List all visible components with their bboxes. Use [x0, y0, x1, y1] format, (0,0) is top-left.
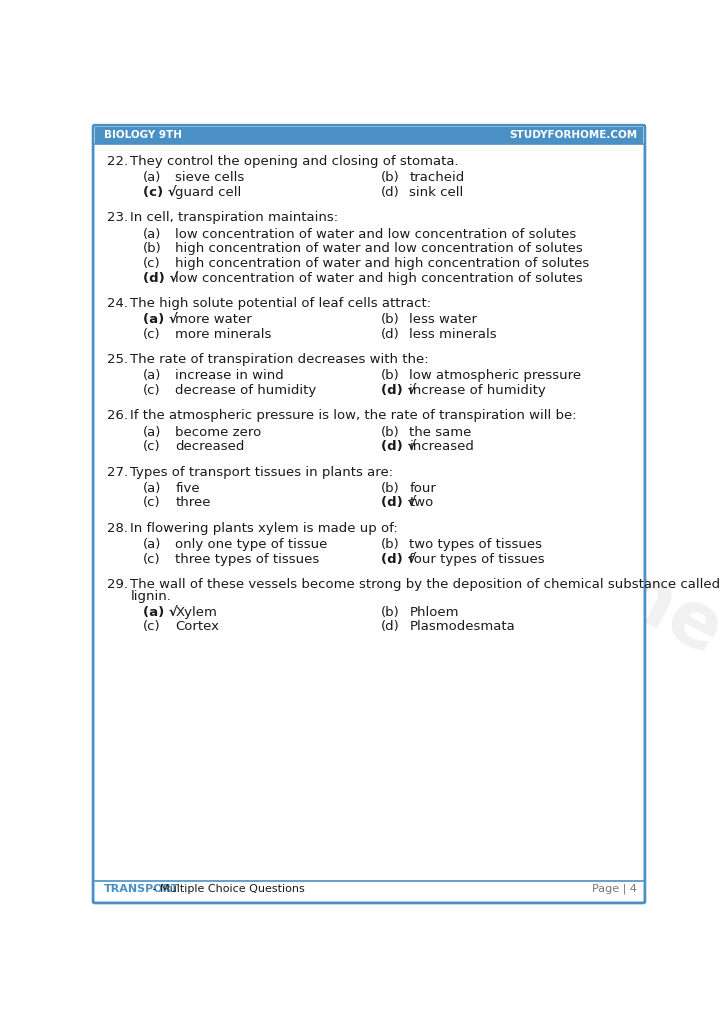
Text: 26.: 26.: [107, 409, 128, 422]
Text: BIOLOGY 9TH: BIOLOGY 9TH: [104, 130, 182, 140]
Text: (a) √: (a) √: [143, 314, 177, 326]
Text: STUDYFORHOME.COM: STUDYFORHOME.COM: [509, 130, 637, 140]
Text: Phloem: Phloem: [409, 606, 459, 619]
Text: less minerals: less minerals: [409, 328, 497, 341]
Text: 25.: 25.: [107, 353, 128, 366]
Text: guard cell: guard cell: [175, 186, 241, 200]
Text: decreased: decreased: [175, 440, 245, 453]
Text: Types of transport tissues in plants are:: Types of transport tissues in plants are…: [130, 465, 393, 478]
Text: (c): (c): [143, 384, 161, 397]
Text: 22.: 22.: [107, 156, 128, 168]
Text: (c): (c): [143, 497, 161, 509]
Text: decrease of humidity: decrease of humidity: [175, 384, 317, 397]
Text: (b): (b): [381, 426, 400, 439]
Text: (c): (c): [143, 328, 161, 341]
Bar: [94, 127, 644, 144]
Text: If the atmospheric pressure is low, the rate of transpiration will be:: If the atmospheric pressure is low, the …: [130, 409, 577, 422]
Text: five: five: [175, 482, 200, 495]
Text: sieve cells: sieve cells: [175, 171, 245, 184]
Text: increased: increased: [409, 440, 474, 453]
Text: Xylem: Xylem: [175, 606, 217, 619]
Text: (c): (c): [143, 440, 161, 453]
Text: The wall of these vessels become strong by the deposition of chemical substance : The wall of these vessels become strong …: [130, 578, 720, 591]
Text: three: three: [175, 497, 211, 509]
Text: (b): (b): [381, 482, 400, 495]
Text: The high solute potential of leaf cells attract:: The high solute potential of leaf cells …: [130, 297, 431, 309]
Text: 27.: 27.: [107, 465, 128, 478]
Text: - Multiple Choice Questions: - Multiple Choice Questions: [149, 884, 305, 894]
Text: (a): (a): [143, 426, 161, 439]
Text: The rate of transpiration decreases with the:: The rate of transpiration decreases with…: [130, 353, 429, 366]
Text: low atmospheric pressure: low atmospheric pressure: [409, 370, 582, 383]
Text: StudyForHome
      .com: StudyForHome .com: [96, 308, 720, 749]
Text: 28.: 28.: [107, 522, 128, 534]
Text: (d) √: (d) √: [381, 384, 416, 397]
Text: (d) √: (d) √: [381, 553, 416, 566]
Text: (a): (a): [143, 482, 161, 495]
Text: low concentration of water and low concentration of solutes: low concentration of water and low conce…: [175, 228, 577, 240]
FancyBboxPatch shape: [93, 125, 645, 903]
Text: (d) √: (d) √: [381, 497, 416, 509]
Text: high concentration of water and high concentration of solutes: high concentration of water and high con…: [175, 257, 590, 270]
Text: 29.: 29.: [107, 578, 128, 591]
Text: (a): (a): [143, 538, 161, 551]
Text: TRANSPORT: TRANSPORT: [104, 884, 179, 894]
Text: increase in wind: increase in wind: [175, 370, 284, 383]
Text: low concentration of water and high concentration of solutes: low concentration of water and high conc…: [175, 272, 583, 285]
Text: two types of tissues: two types of tissues: [409, 538, 542, 551]
Text: (d) √: (d) √: [143, 272, 178, 285]
Text: lignin.: lignin.: [130, 589, 171, 603]
Text: 24.: 24.: [107, 297, 128, 309]
Text: more minerals: more minerals: [175, 328, 271, 341]
Text: tracheid: tracheid: [409, 171, 464, 184]
Text: three types of tissues: three types of tissues: [175, 553, 320, 566]
Text: (d) √: (d) √: [381, 440, 416, 453]
Text: (a): (a): [143, 228, 161, 240]
Text: the same: the same: [409, 426, 472, 439]
Text: Plasmodesmata: Plasmodesmata: [409, 620, 515, 633]
Text: (c) √: (c) √: [143, 186, 176, 200]
Text: (b): (b): [381, 171, 400, 184]
Text: (a) √: (a) √: [143, 606, 177, 619]
Text: less water: less water: [409, 314, 477, 326]
Text: four types of tissues: four types of tissues: [409, 553, 545, 566]
Text: (c): (c): [143, 620, 161, 633]
Text: high concentration of water and low concentration of solutes: high concentration of water and low conc…: [175, 242, 583, 256]
Text: (d): (d): [381, 328, 400, 341]
Text: In flowering plants xylem is made up of:: In flowering plants xylem is made up of:: [130, 522, 398, 534]
Text: two: two: [409, 497, 433, 509]
Text: (b): (b): [381, 538, 400, 551]
Text: (d): (d): [381, 186, 400, 200]
Text: Page | 4: Page | 4: [593, 884, 637, 895]
Text: sink cell: sink cell: [409, 186, 464, 200]
Text: four: four: [409, 482, 436, 495]
Text: (a): (a): [143, 370, 161, 383]
Text: (b): (b): [381, 606, 400, 619]
Text: They control the opening and closing of stomata.: They control the opening and closing of …: [130, 156, 459, 168]
Text: (b): (b): [143, 242, 161, 256]
Text: (a): (a): [143, 171, 161, 184]
Text: (d): (d): [381, 620, 400, 633]
Text: more water: more water: [175, 314, 252, 326]
Text: increase of humidity: increase of humidity: [409, 384, 546, 397]
Text: become zero: become zero: [175, 426, 261, 439]
Text: 23.: 23.: [107, 212, 128, 225]
Text: (c): (c): [143, 553, 161, 566]
Text: only one type of tissue: only one type of tissue: [175, 538, 328, 551]
Text: (b): (b): [381, 370, 400, 383]
Text: (c): (c): [143, 257, 161, 270]
Text: In cell, transpiration maintains:: In cell, transpiration maintains:: [130, 212, 338, 225]
Text: Cortex: Cortex: [175, 620, 220, 633]
Text: (b): (b): [381, 314, 400, 326]
